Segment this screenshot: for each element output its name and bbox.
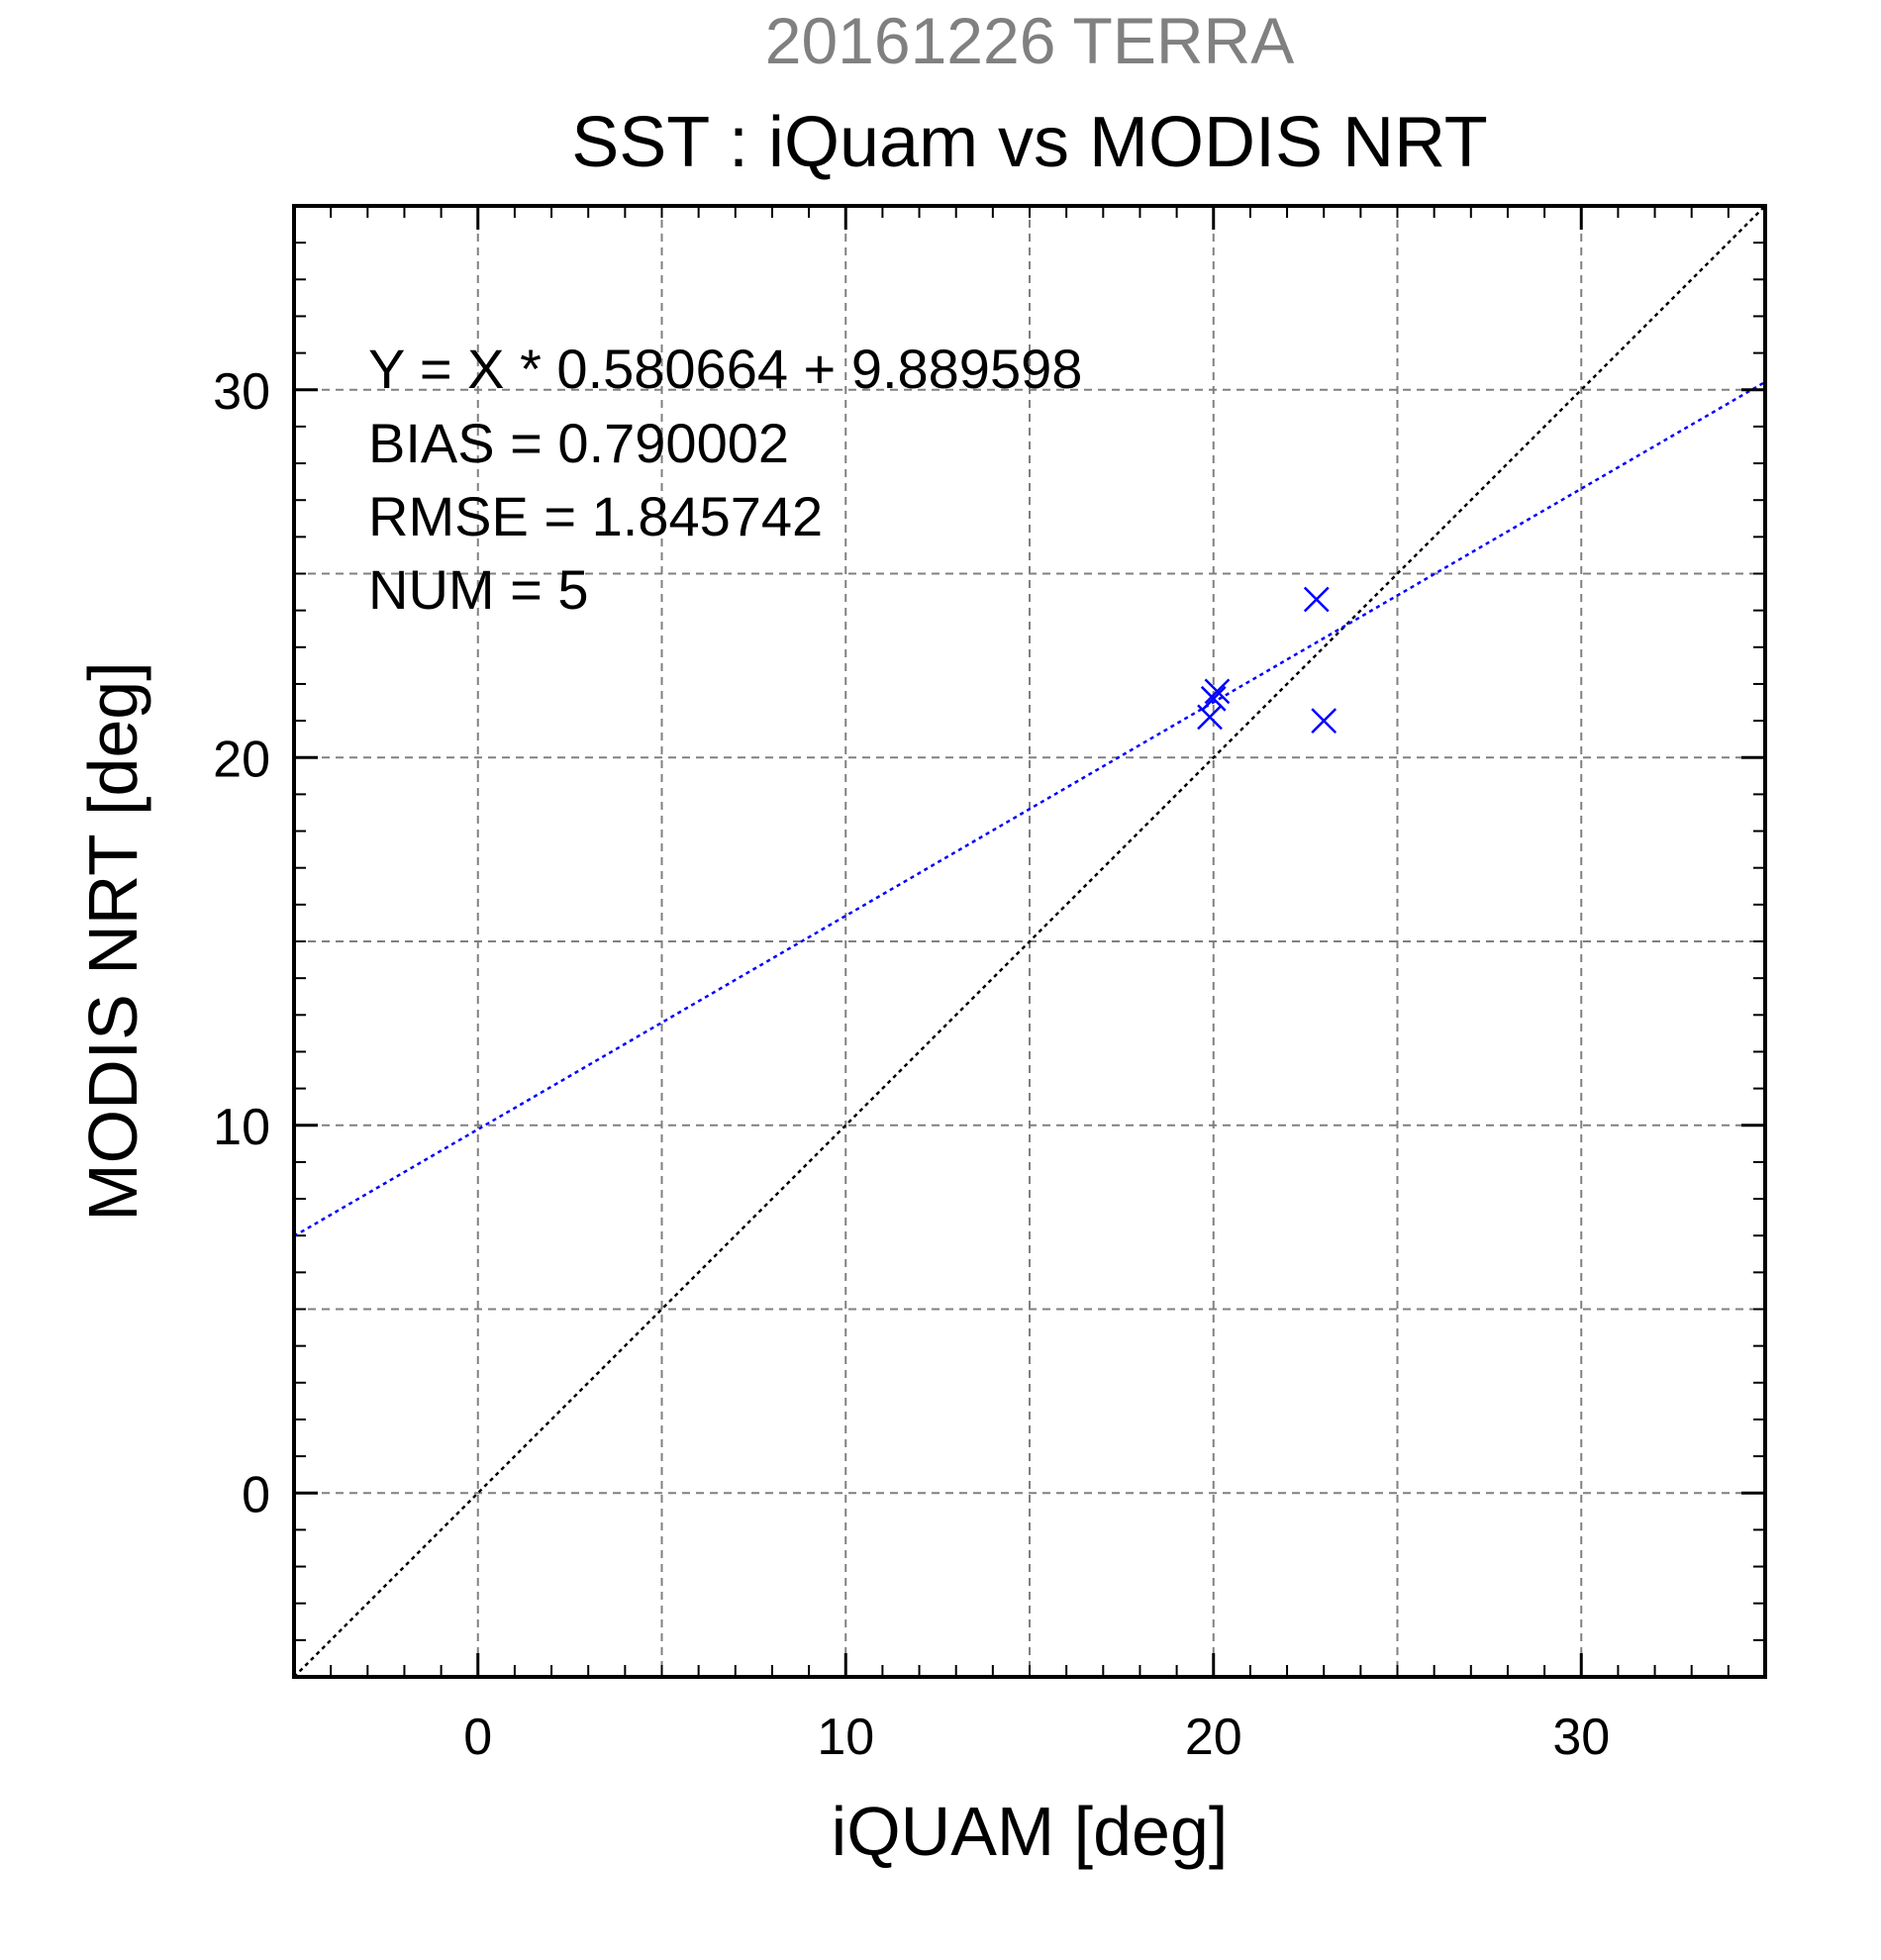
- x-tick-labels: 0 10 20 30: [463, 1709, 1610, 1766]
- data-point-marker: [1200, 685, 1227, 712]
- chart-supertitle: 20161226 TERRA: [765, 4, 1294, 77]
- x-tick-label: 20: [1185, 1709, 1242, 1766]
- y-tick-label: 20: [213, 731, 270, 788]
- x-tick-label: 0: [463, 1709, 492, 1766]
- y-axis-label: MODIS NRT [deg]: [74, 661, 151, 1221]
- stats-regression-equation: Y = X * 0.580664 + 9.889598: [368, 338, 1082, 400]
- reference-lines: [293, 205, 1766, 1678]
- y-tick-labels: 0 10 20 30: [213, 363, 270, 1524]
- data-point-stroke: [1204, 678, 1231, 705]
- stats-num: NUM = 5: [368, 558, 589, 621]
- y-tick-label: 0: [242, 1466, 270, 1523]
- stats-rmse: RMSE = 1.845742: [368, 485, 823, 547]
- stats-bias: BIAS = 0.790002: [368, 412, 789, 474]
- data-point-marker: [1311, 708, 1337, 734]
- data-point-stroke: [1200, 685, 1227, 712]
- regression-line: [293, 380, 1766, 1237]
- data-points: [1197, 586, 1337, 734]
- chart-title: SST : iQuam vs MODIS NRT: [571, 103, 1488, 182]
- data-point-marker: [1303, 586, 1330, 613]
- x-tick-label: 10: [817, 1709, 874, 1766]
- stats-box: Y = X * 0.580664 + 9.889598 BIAS = 0.790…: [368, 338, 1082, 621]
- data-point-stroke: [1303, 586, 1330, 613]
- identity-line: [293, 205, 1766, 1678]
- y-tick-label: 10: [213, 1099, 270, 1156]
- data-point-marker: [1197, 704, 1223, 731]
- data-point-stroke: [1311, 708, 1337, 734]
- data-point-stroke: [1197, 704, 1223, 731]
- y-tick-label: 30: [213, 363, 270, 421]
- major-ticks: [294, 206, 1765, 1677]
- data-point-marker: [1204, 678, 1231, 705]
- x-axis-label: iQUAM [deg]: [832, 1793, 1229, 1870]
- plot-frame: [292, 204, 1767, 1679]
- x-tick-label: 30: [1552, 1709, 1610, 1766]
